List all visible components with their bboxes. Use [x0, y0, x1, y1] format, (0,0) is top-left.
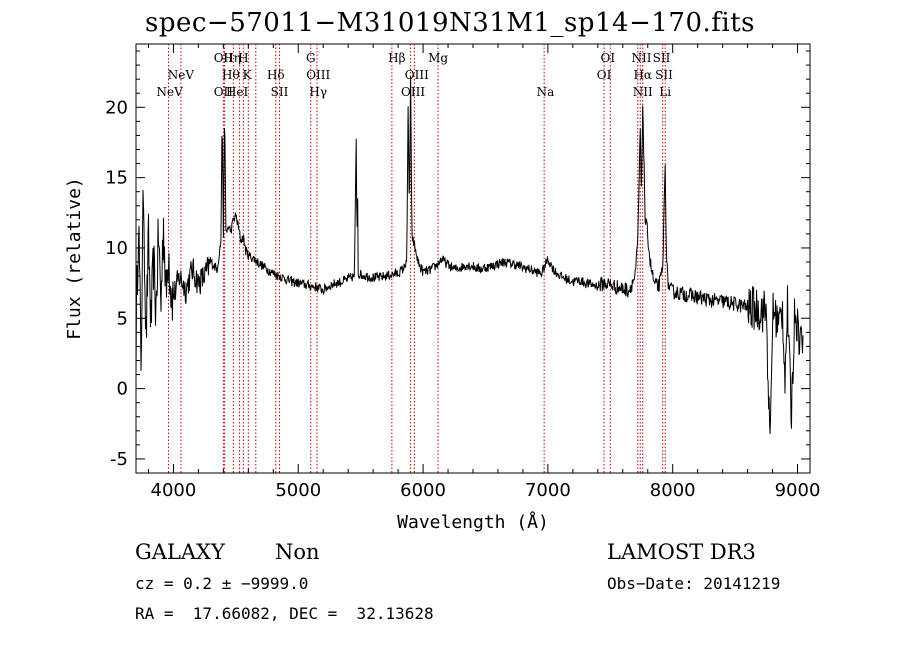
spectral-line-label: SII — [271, 85, 289, 99]
x-tick-label: 7000 — [525, 480, 571, 501]
spectral-line-label: SII — [653, 51, 671, 65]
x-tick-label: 8000 — [650, 480, 696, 501]
redshift-readout: cz = 0.2 ± −9999.0 — [135, 574, 309, 593]
spectral-line-label: G — [306, 51, 316, 65]
object-class: GALAXY — [135, 540, 225, 564]
spectrum-line — [135, 76, 804, 435]
chart-title: spec−57011−M31019N31M1_sp14−170.fits — [144, 8, 756, 38]
spectral-line-label: Na — [537, 85, 555, 99]
spectral-line-label: H — [238, 51, 248, 65]
y-tick-label: 10 — [105, 238, 128, 259]
x-axis-label: Wavelength (Å) — [397, 511, 549, 533]
spectral-line-label: SII — [655, 68, 673, 82]
spectral-line-label: NeV — [168, 68, 195, 82]
spectral-line-label: Hγ — [309, 85, 327, 99]
spectral-line-label: HeI — [226, 85, 249, 99]
coordinates: RA = 17.66082, DEC = 32.13628 — [135, 604, 434, 623]
x-tick-label: 4000 — [151, 480, 197, 501]
spectral-line-label: OIII — [405, 68, 429, 82]
spectral-line-label: OII — [214, 85, 234, 99]
y-axis-label: Flux (relative) — [64, 177, 85, 340]
spectral-line-label: OII — [214, 51, 234, 65]
y-tick-label: -5 — [110, 449, 128, 470]
spectral-line-label: OIII — [401, 85, 425, 99]
spectral-line-label: Hα — [633, 68, 652, 82]
spectral-line-label: NeV — [157, 85, 184, 99]
spectral-line-label: Hδ — [267, 68, 285, 82]
object-subclass: Non — [275, 540, 320, 564]
spectral-line-label: OI — [597, 68, 612, 82]
obs-date: Obs−Date: 20141219 — [607, 574, 781, 593]
x-tick-label: 5000 — [275, 480, 321, 501]
spectral-line-label: NII — [632, 51, 652, 65]
survey-name: LAMOST DR3 — [607, 540, 756, 564]
spectral-line-label: OI — [601, 51, 616, 65]
spectral-line-label: Li — [659, 85, 671, 99]
spectral-line-label: Hη — [223, 51, 241, 65]
spectral-line-label: K — [243, 68, 253, 82]
y-tick-label: 5 — [117, 308, 128, 329]
x-tick-label: 6000 — [400, 480, 446, 501]
plot-frame — [135, 43, 811, 474]
spectral-line-label: Hθ — [222, 68, 240, 82]
x-tick-label: 9000 — [775, 480, 821, 501]
y-tick-label: 20 — [105, 97, 128, 118]
spectral-line-label: Hβ — [388, 51, 405, 65]
spectral-line-label: NII — [633, 85, 653, 99]
spectral-line-label: Mg — [428, 51, 448, 65]
y-tick-label: 15 — [105, 168, 128, 189]
spectral-line-label: OIII — [306, 68, 330, 82]
y-tick-label: 0 — [117, 379, 128, 400]
